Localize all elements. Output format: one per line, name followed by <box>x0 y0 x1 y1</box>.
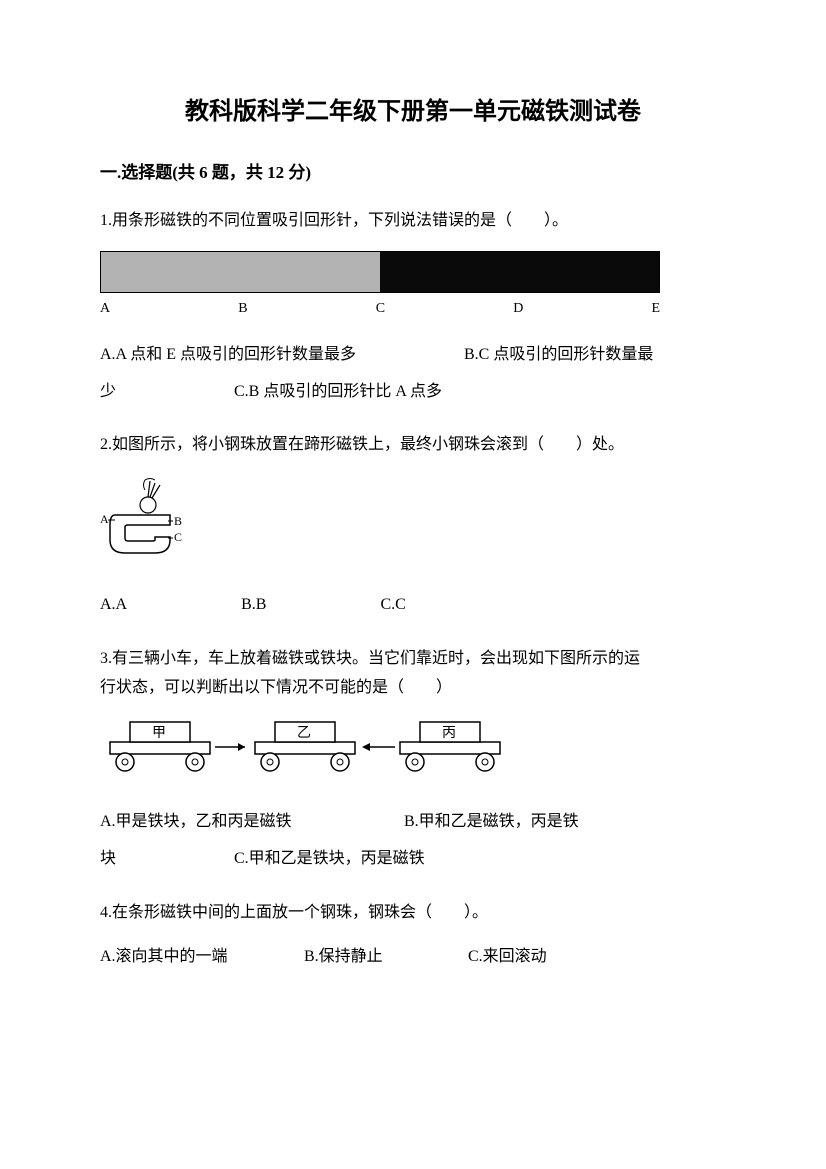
q4-option-c: C.来回滚动 <box>468 943 547 972</box>
svg-text:丙: 丙 <box>442 726 456 741</box>
magnet-point-labels: A B C D E <box>100 296 660 321</box>
magnet-left-half <box>101 252 380 292</box>
q3-option-b-part2: 块 <box>100 845 230 874</box>
q4-option-a: A.滚向其中的一端 <box>100 943 300 972</box>
q2-text: 2.如图所示，将小钢珠放置在蹄形磁铁上，最终小钢珠会滚到（ ）处。 <box>100 431 726 460</box>
q3-text-line2: 行状态，可以判断出以下情况不可能的是（ ） <box>100 674 726 703</box>
bar-magnet-diagram <box>100 251 660 293</box>
svg-text:C: C <box>174 530 182 544</box>
question-2: 2.如图所示，将小钢珠放置在蹄形磁铁上，最终小钢珠会滚到（ ）处。 A B C … <box>100 431 726 619</box>
label-d: D <box>513 296 523 321</box>
question-4: 4.在条形磁铁中间的上面放一个钢珠，钢珠会（ ）。 A.滚向其中的一端 B.保持… <box>100 899 726 972</box>
q3-option-a: A.甲是铁块，乙和丙是磁铁 <box>100 808 400 837</box>
q1-option-b-part1: B.C 点吸引的回形针数量最 <box>464 341 653 370</box>
q2-option-b: B.B <box>241 591 266 620</box>
q4-option-b: B.保持静止 <box>304 943 464 972</box>
q1-option-b-part2: 少 <box>100 378 230 407</box>
carts-diagram: 甲 乙 丙 <box>100 717 726 788</box>
question-1: 1.用条形磁铁的不同位置吸引回形针，下列说法错误的是（ ）。 A B C D E… <box>100 207 726 407</box>
section-header: 一.选择题(共 6 题，共 12 分) <box>100 158 726 189</box>
svg-text:乙: 乙 <box>297 725 311 741</box>
question-3: 3.有三辆小车，车上放着磁铁或铁块。当它们靠近时，会出现如下图所示的运 行状态，… <box>100 645 726 874</box>
horseshoe-magnet-diagram: A B C <box>100 475 726 576</box>
label-a: A <box>100 296 110 321</box>
q1-option-c: C.B 点吸引的回形针比 A 点多 <box>234 378 442 407</box>
svg-text:甲: 甲 <box>152 726 166 741</box>
svg-text:B: B <box>174 514 182 528</box>
label-e: E <box>651 296 660 321</box>
q4-text: 4.在条形磁铁中间的上面放一个钢珠，钢珠会（ ）。 <box>100 899 726 928</box>
q2-option-c: C.C <box>380 591 405 620</box>
q2-option-a: A.A <box>100 591 127 620</box>
page-title: 教科版科学二年级下册第一单元磁铁测试卷 <box>100 90 726 133</box>
q3-option-c: C.甲和乙是铁块，丙是磁铁 <box>234 845 425 874</box>
q1-option-a: A.A 点和 E 点吸引的回形针数量最多 <box>100 341 460 370</box>
q3-text-line1: 3.有三辆小车，车上放着磁铁或铁块。当它们靠近时，会出现如下图所示的运 <box>100 645 726 674</box>
svg-text:A: A <box>100 512 109 526</box>
magnet-right-half <box>380 252 659 292</box>
q1-text: 1.用条形磁铁的不同位置吸引回形针，下列说法错误的是（ ）。 <box>100 207 726 236</box>
label-c: C <box>376 296 385 321</box>
q3-option-b-part1: B.甲和乙是磁铁，丙是铁 <box>404 808 579 837</box>
label-b: B <box>238 296 247 321</box>
